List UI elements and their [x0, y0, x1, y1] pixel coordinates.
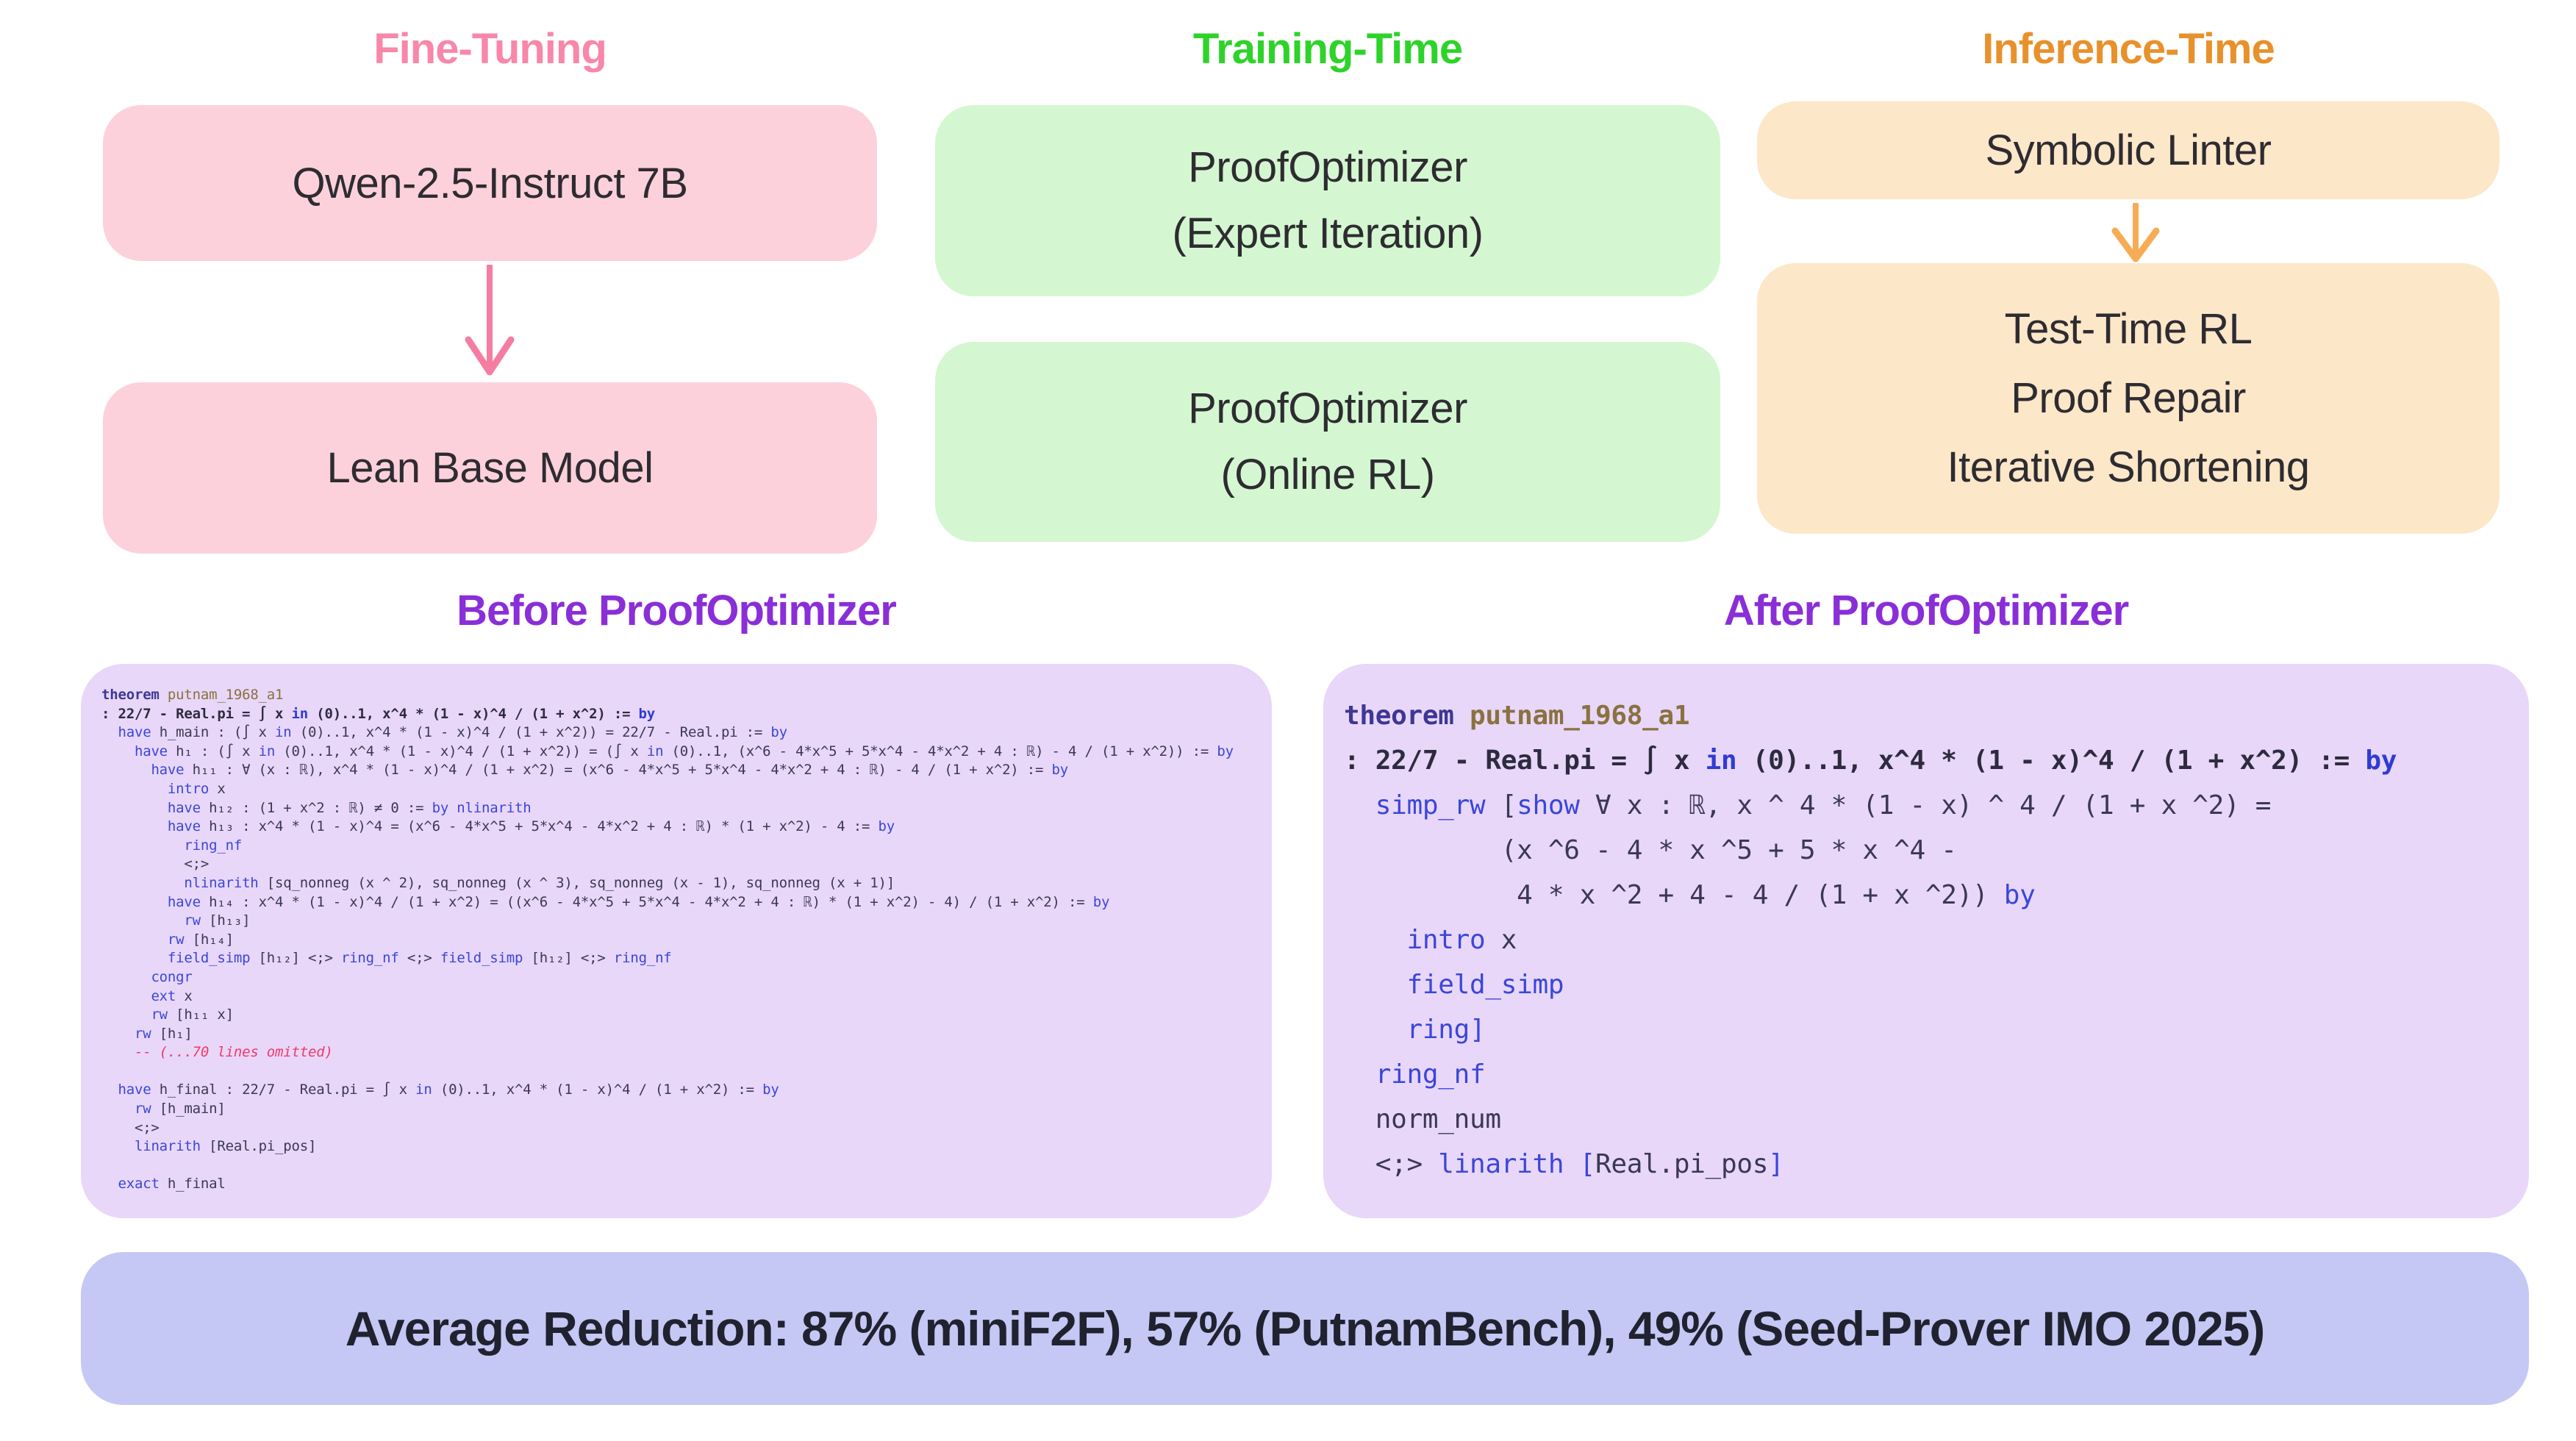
ttrl-line2: Proof Repair	[2011, 374, 2246, 422]
training-time-title: Training-Time	[1192, 25, 1463, 73]
before-proofoptimizer-title: Before ProofOptimizer	[457, 587, 897, 634]
lean-base-model-label: Lean Base Model	[326, 444, 654, 492]
average-reduction-text: Average Reduction: 87% (miniF2F), 57% (P…	[345, 1301, 2266, 1356]
po-ei-line1: ProofOptimizer	[1188, 143, 1467, 191]
ttrl-line3: Iterative Shortening	[1947, 443, 2310, 491]
symbolic-linter-box: Symbolic Linter	[1757, 101, 2500, 199]
fine-tuning-title: Fine-Tuning	[373, 25, 607, 73]
proofoptimizer-expert-iteration-box: ProofOptimizer (Expert Iteration)	[935, 105, 1720, 296]
po-rl-line1: ProofOptimizer	[1188, 385, 1467, 432]
po-rl-line2: (Online RL)	[1220, 451, 1435, 498]
lean-base-model-box: Lean Base Model	[103, 382, 877, 554]
inference-time-title: Inference-Time	[1982, 25, 2275, 73]
ttrl-line1: Test-Time RL	[2004, 305, 2253, 353]
after-code-panel: theorem putnam_1968_a1: 22/7 - Real.pi =…	[1323, 664, 2529, 1218]
test-time-techniques-box: Test-Time RL Proof Repair Iterative Shor…	[1757, 263, 2500, 534]
po-ei-line2: (Expert Iteration)	[1172, 210, 1484, 257]
before-code-panel: theorem putnam_1968_a1: 22/7 - Real.pi =…	[81, 664, 1272, 1218]
fine-tuning-down-arrow-icon	[465, 265, 515, 376]
proofoptimizer-online-rl-box: ProofOptimizer (Online RL)	[935, 342, 1720, 542]
symbolic-linter-label: Symbolic Linter	[1985, 126, 2272, 174]
qwen-model-box: Qwen-2.5-Instruct 7B	[103, 105, 877, 261]
after-proofoptimizer-title: After ProofOptimizer	[1723, 587, 2129, 634]
average-reduction-banner: Average Reduction: 87% (miniF2F), 57% (P…	[81, 1252, 2529, 1405]
qwen-model-label: Qwen-2.5-Instruct 7B	[292, 159, 689, 207]
inference-down-arrow-icon	[2111, 203, 2160, 262]
